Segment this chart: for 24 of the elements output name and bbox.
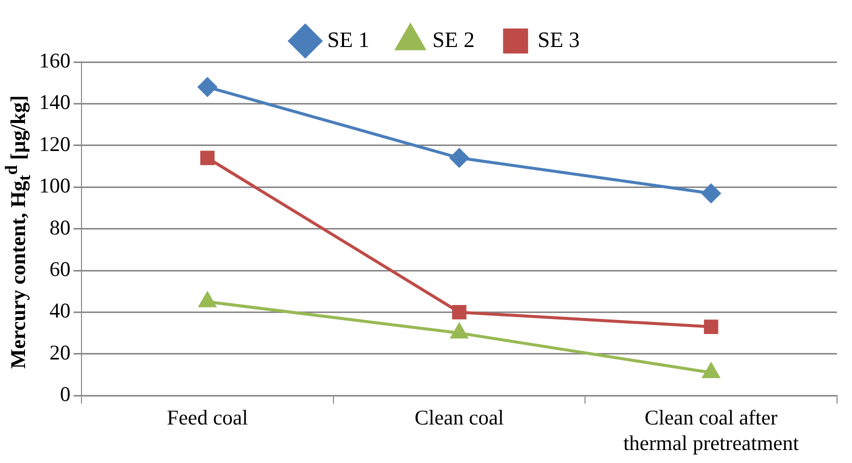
y-tick-label: 80 [50,215,70,240]
x-tick-label: Clean coal after thermal pretreatment [623,406,799,455]
point [452,305,466,320]
point [200,150,215,166]
legend-label: SE 3 [538,26,580,52]
point [450,324,468,339]
y-tick-label: 40 [50,298,70,323]
point [198,292,216,308]
y-tick-label: 140 [39,90,70,114]
x-tick-label: Feed coal [166,406,248,430]
x-tick-label: Clean coal [414,406,504,430]
point [450,148,469,168]
point [704,320,718,334]
point [198,78,217,97]
y-tick-label: 0 [60,382,70,406]
y-tick-label: 100 [39,174,70,198]
point [702,363,720,378]
y-tick-label: 20 [50,340,70,364]
legend-label: SE 2 [432,26,475,52]
y-tick-label: 120 [39,132,70,156]
y-tick-label: 160 [39,48,70,73]
y-tick-label: 60 [50,257,70,282]
legend-label: SE 1 [327,26,370,52]
point [702,184,721,203]
